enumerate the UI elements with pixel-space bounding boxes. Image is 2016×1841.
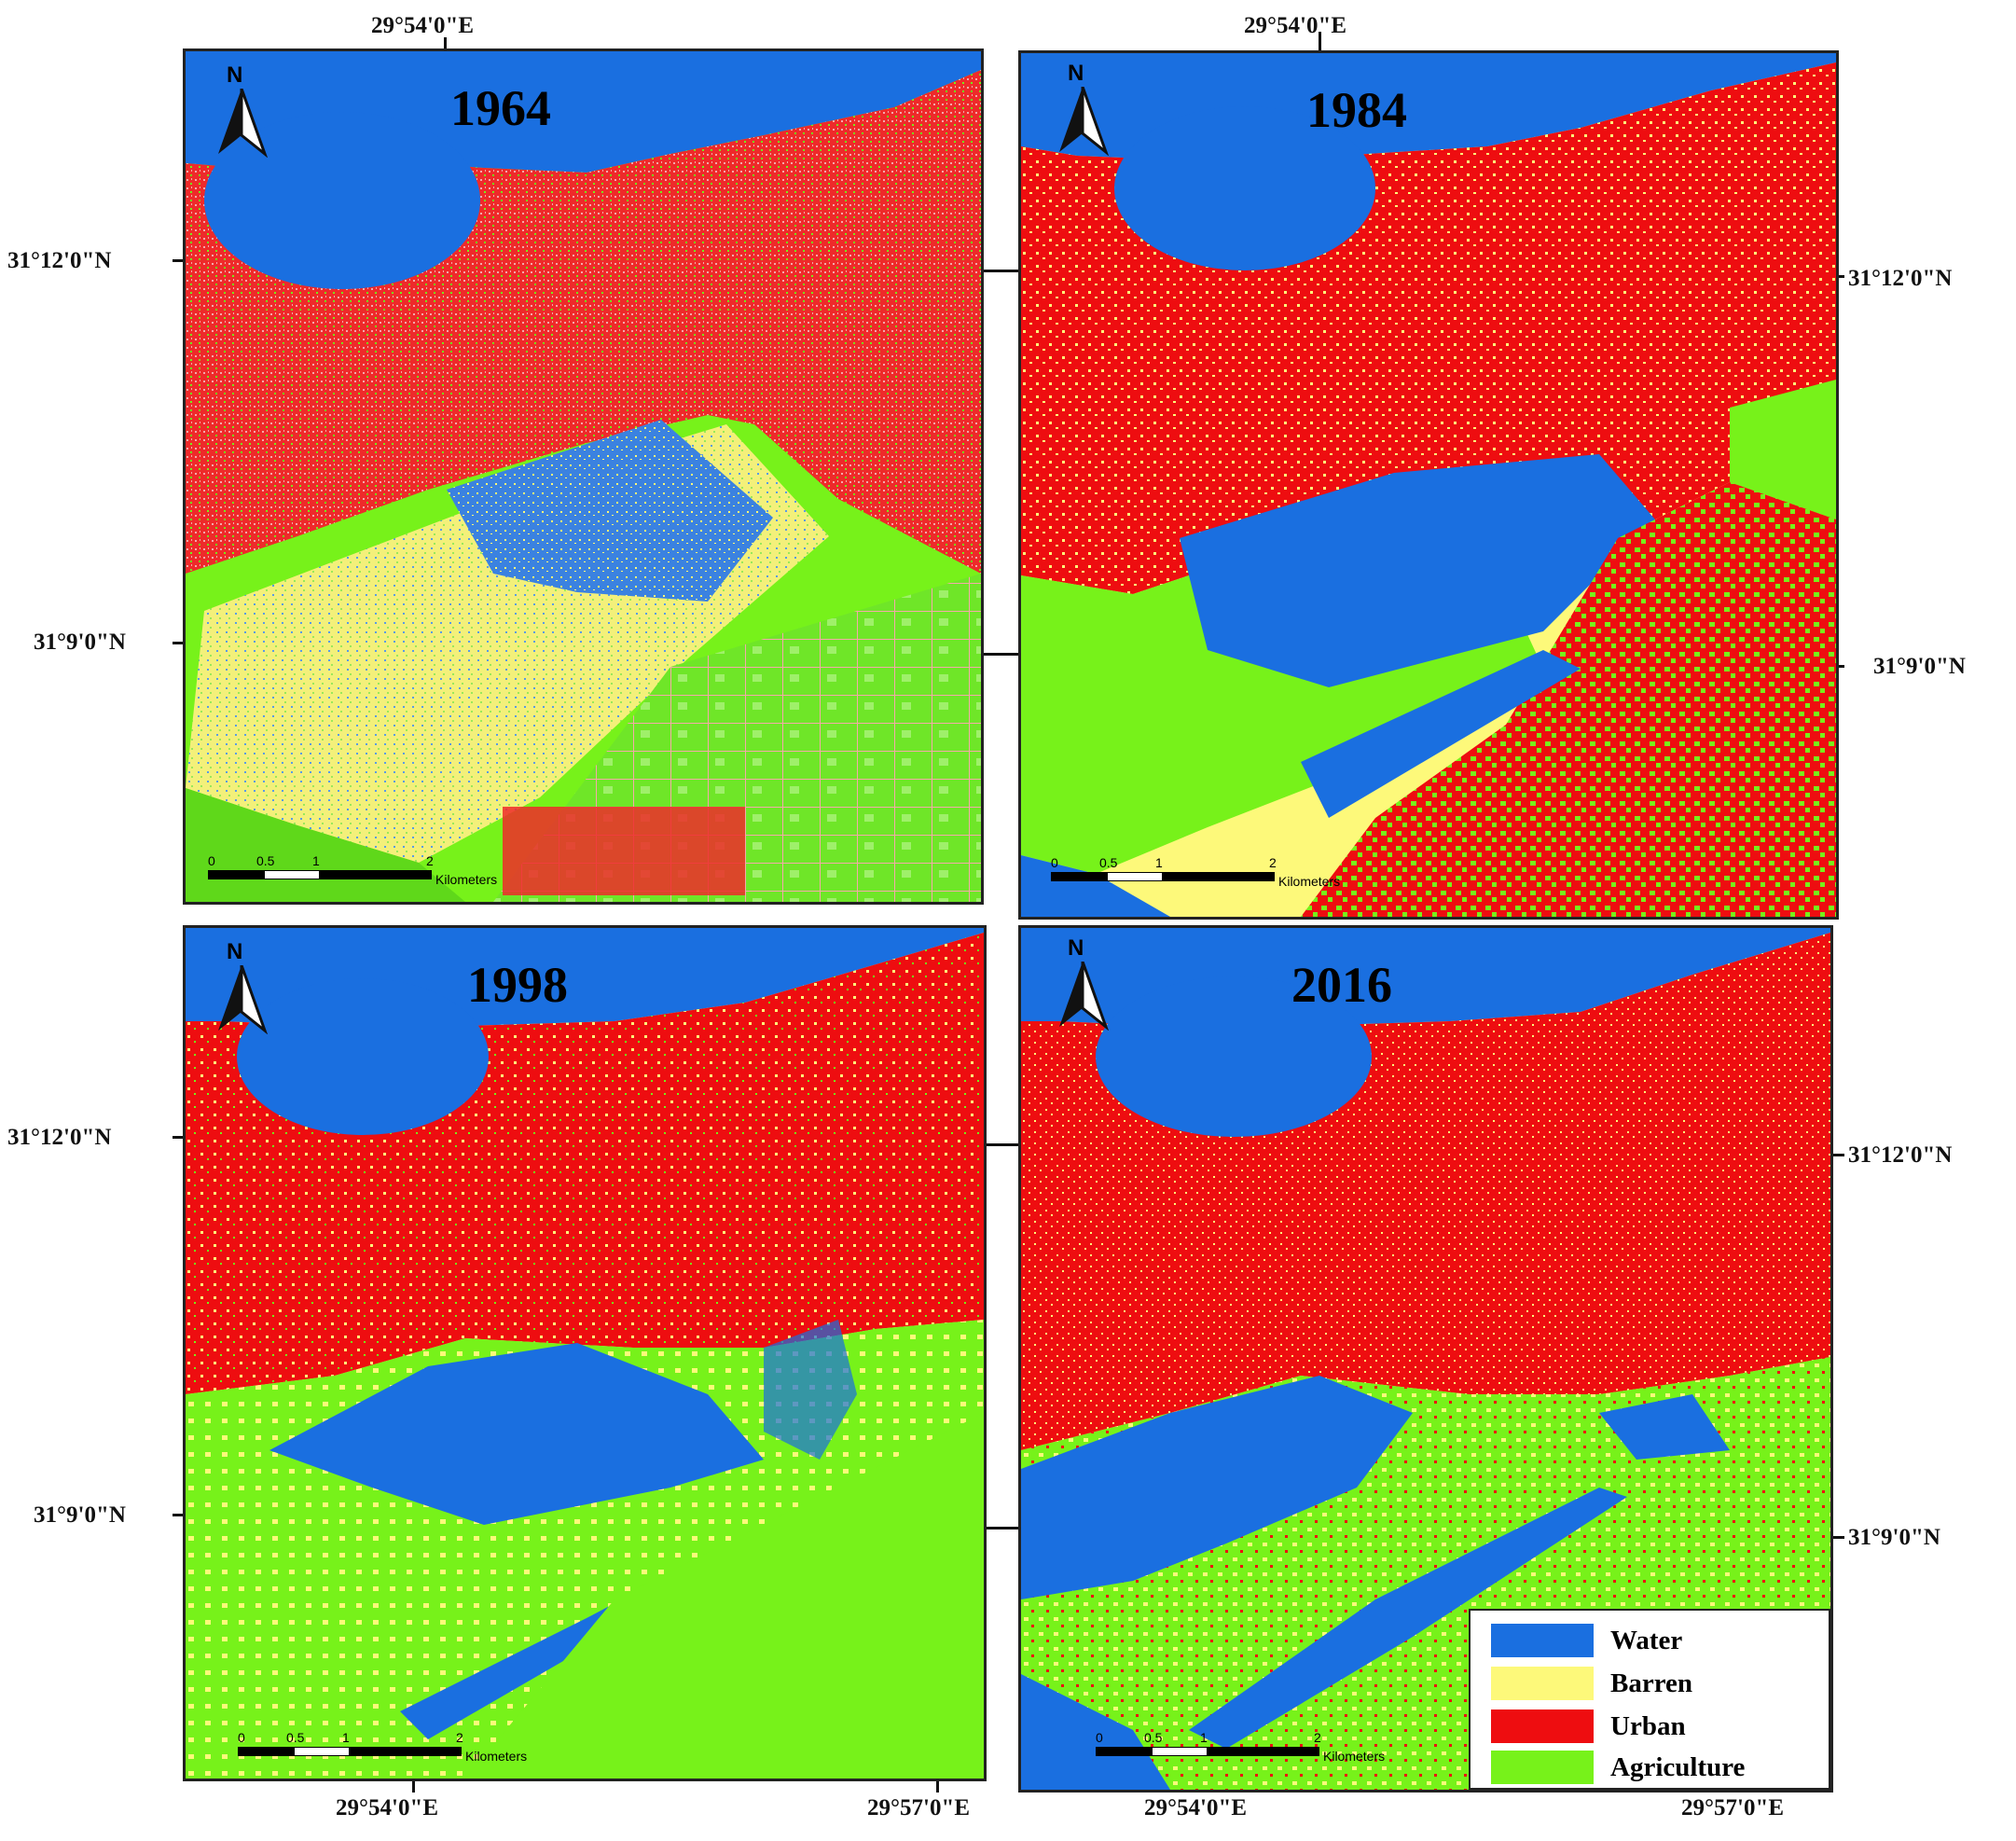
map-panel-1984: 1984 N 0 0.5 1 2 Kilometers [1018,50,1839,920]
tick-mark [1830,1536,1844,1539]
north-label: N [227,939,243,964]
scale-bar: 0 0.5 1 2 Kilometers [1051,855,1341,889]
tick-mark [173,1514,184,1516]
tick-mark [981,653,1018,656]
north-arrow-icon: N [1055,61,1111,156]
latitude-label-1964-9: 31°9'0"N [34,630,126,655]
tick-mark [981,1527,1018,1530]
tick-mark [981,270,1018,272]
legend-label-agriculture: Agriculture [1610,1752,1746,1782]
latitude-label-1964-12: 31°12'0"N [7,248,112,273]
map-panel-1998: 1998 N 0 0.5 1 2 Kilometers [183,925,987,1781]
scale-bar: 0 0.5 1 2 Kilometers [238,1730,528,1764]
latitude-label-2016-9: 31°9'0"N [1848,1525,1940,1550]
longitude-label-2016-a: 29°54'0"E [1144,1795,1247,1820]
north-label: N [1068,935,1084,961]
longitude-label-top-left: 29°54'0"E [371,13,474,38]
latitude-label-1998-12: 31°12'0"N [7,1125,112,1150]
tick-mark [173,1136,184,1139]
north-arrow-icon: N [214,62,269,158]
longitude-label-1998-b: 29°57'0"E [867,1795,970,1820]
north-label: N [1068,61,1084,86]
latitude-label-1998-9: 31°9'0"N [34,1502,126,1528]
land-cover-map-1998 [186,928,984,1779]
longitude-label-1998-a: 29°54'0"E [336,1795,438,1820]
year-label: 1984 [1306,82,1407,138]
land-cover-map-1964 [186,51,981,902]
tick-mark [1319,32,1321,50]
north-arrow-icon: N [1055,935,1111,1031]
legend-label-urban: Urban [1610,1711,1686,1741]
tick-mark [412,1779,415,1793]
tick-mark [444,37,447,50]
scale-bar: 0 0.5 1 2 Kilometers [208,853,498,887]
year-label: 1998 [467,957,568,1013]
tick-mark [173,259,184,262]
latitude-label-1984-9: 31°9'0"N [1873,654,1966,679]
legend-swatch-agriculture [1491,1751,1594,1784]
legend-label-barren: Barren [1610,1668,1693,1698]
tick-mark [981,1143,1018,1146]
land-cover-map-1984 [1021,53,1836,917]
land-cover-map-2016 [1021,928,1830,1790]
legend-swatch-barren [1491,1667,1594,1700]
legend-swatch-urban [1491,1710,1594,1743]
tick-mark [1830,1154,1844,1156]
north-label: N [227,62,243,88]
legend: Water Barren Urban Agriculture [1469,1609,1830,1790]
latitude-label-1984-12: 31°12'0"N [1848,266,1953,291]
latitude-label-2016-12: 31°12'0"N [1848,1142,1953,1168]
year-label: 2016 [1291,957,1392,1013]
north-arrow-icon: N [214,939,269,1034]
longitude-label-2016-b: 29°57'0"E [1681,1795,1784,1820]
map-panel-1964: 1964 N 0 0.5 1 2 Kilometers [183,48,984,905]
tick-mark [936,1779,939,1793]
map-panel-2016: 2016 N 0 0.5 1 2 Kilometers Water Barren… [1018,925,1833,1793]
legend-swatch-water [1491,1624,1594,1657]
year-label: 1964 [450,80,551,136]
legend-label-water: Water [1610,1626,1683,1655]
tick-mark [173,642,184,644]
scale-bar: 0 0.5 1 2 Kilometers [1096,1730,1386,1764]
longitude-label-top-right: 29°54'0"E [1244,13,1346,38]
